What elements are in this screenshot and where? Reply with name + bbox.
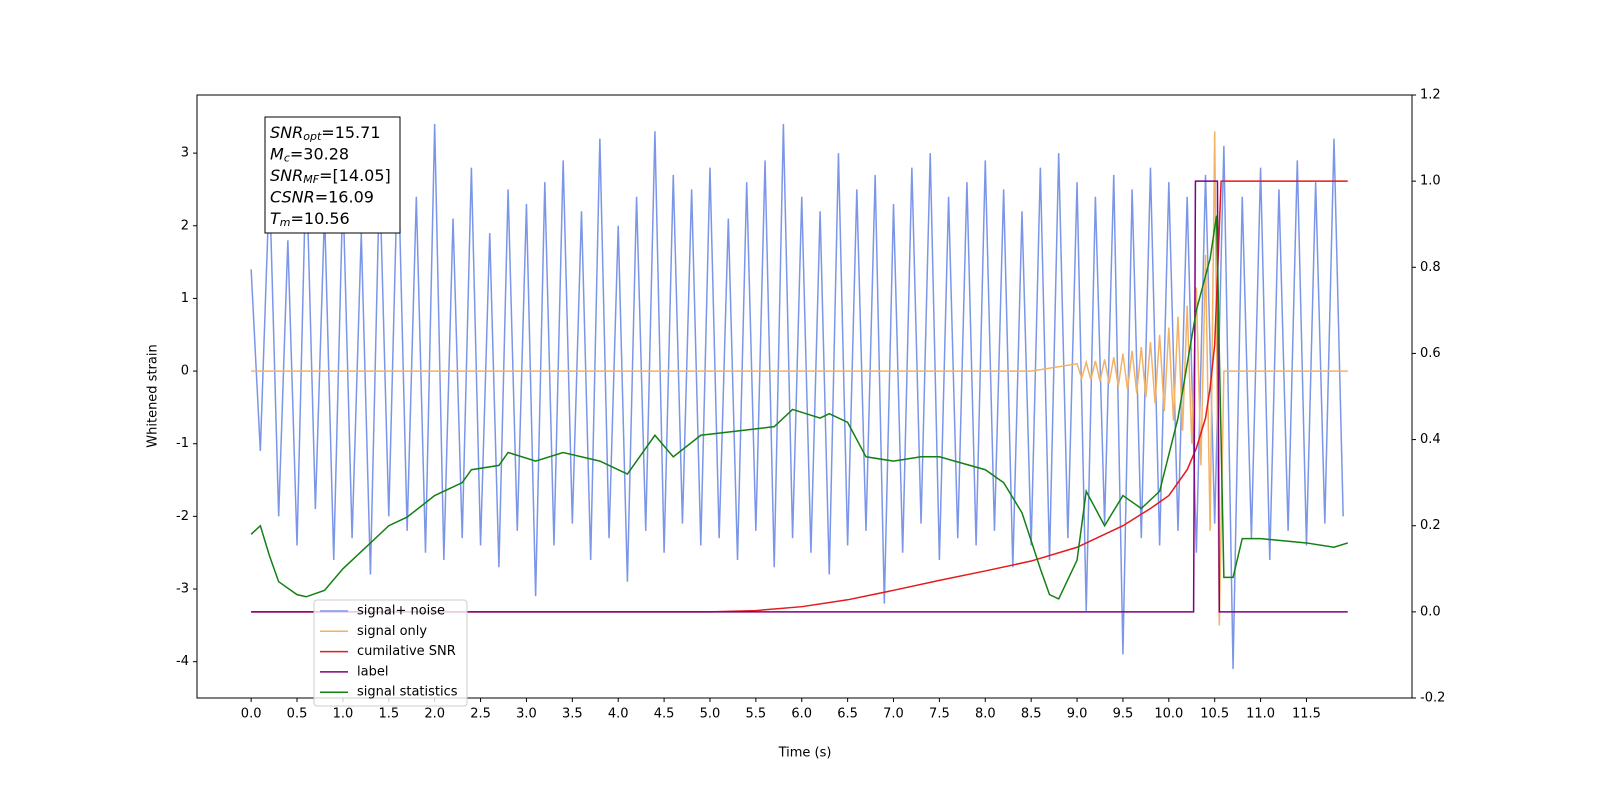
annotation-sub: opt	[303, 130, 322, 143]
x-axis-label: Time (s)	[778, 746, 832, 761]
y-tick-label: 2	[181, 218, 189, 233]
x-tick-label: 9.0	[1067, 707, 1088, 722]
y2-tick-label: 0.4	[1420, 432, 1441, 447]
y2-tick-label: 0.2	[1420, 518, 1441, 533]
y-tick-label: -1	[176, 436, 189, 451]
x-tick-label: 3.5	[562, 707, 583, 722]
annotation-text: =16.09	[315, 187, 374, 206]
x-tick-label: 4.5	[654, 707, 675, 722]
x-tick-label: 4.0	[608, 707, 629, 722]
legend: signal+ noise signal only cumilative SNR la…	[313, 599, 468, 707]
annotation-sub: MF	[303, 173, 319, 186]
annotation-symbol: T	[270, 209, 281, 228]
legend-label: cumilative SNR	[357, 644, 456, 659]
series-line	[250, 215, 1348, 600]
series-line	[250, 124, 1344, 669]
annotation-symbol: SNR	[270, 123, 303, 142]
legend-frame	[313, 599, 468, 707]
annotation-symbol: M	[270, 144, 284, 163]
y2-tick-label: 1.2	[1420, 88, 1441, 103]
x-tick-label: 2.5	[470, 707, 491, 722]
y-tick-label: -2	[176, 509, 189, 524]
x-tick-label: 5.5	[746, 707, 767, 722]
x-tick-label: 1.5	[378, 707, 399, 722]
x-tick-label: 6.0	[791, 707, 812, 722]
y-axis-label: Whitened strain	[146, 344, 161, 447]
x-tick-label: 6.5	[837, 707, 858, 722]
plot-frame	[196, 94, 1413, 699]
annotation: Tm=10.56	[270, 209, 350, 230]
y-tick-label: -4	[176, 654, 189, 669]
y2-tick-label: 0.0	[1420, 604, 1441, 619]
annotation: SNRopt=15.71	[270, 123, 381, 144]
y-tick-label: 1	[181, 291, 189, 306]
x-tick-label: 2.0	[424, 707, 445, 722]
x-tick-label: 5.0	[700, 707, 721, 722]
annotation: Mc=30.28	[270, 144, 349, 165]
y2-tick-label: 0.8	[1420, 260, 1441, 275]
annotation: SNRMF=[14.05]	[270, 166, 391, 187]
y-tick-label: 3	[181, 146, 189, 161]
annotation-text: =10.56	[291, 209, 350, 228]
annotation: CSNR=16.09	[270, 187, 374, 206]
annotation-symbol: SNR	[270, 166, 303, 185]
legend-label: signal only	[357, 624, 427, 639]
legend-label: signal+ noise	[357, 604, 445, 619]
x-tick-label: 8.0	[975, 707, 996, 722]
annotation-text: =[14.05]	[319, 166, 391, 185]
x-tick-label: 11.5	[1292, 707, 1321, 722]
series-line	[251, 180, 1348, 613]
annotation-box: SNRopt=15.71Mc=30.28SNRMF=[14.05]CSNR=16…	[264, 116, 401, 234]
y2-tick-label: -0.2	[1420, 691, 1445, 706]
series-line	[251, 180, 1348, 613]
legend-label: signal statistics	[357, 685, 458, 700]
y2-tick-label: 1.0	[1420, 174, 1441, 189]
annotation-sub: m	[280, 216, 291, 229]
annotation-text: =30.28	[290, 144, 349, 163]
x-tick-label: 9.5	[1113, 707, 1134, 722]
x-tick-label: 10.0	[1154, 707, 1183, 722]
annotation-frame	[264, 116, 401, 234]
x-tick-label: 7.0	[883, 707, 904, 722]
x-tick-label: 10.5	[1200, 707, 1229, 722]
y2-tick-label: 0.6	[1420, 346, 1441, 361]
x-tick-label: 0.5	[287, 707, 308, 722]
legend-label: label	[357, 664, 388, 679]
annotation-symbol: CSNR	[270, 187, 315, 206]
annotation-sub: c	[284, 152, 290, 165]
x-tick-label: 3.0	[516, 707, 537, 722]
x-tick-label: 11.0	[1246, 707, 1275, 722]
annotation-text: =15.71	[321, 123, 380, 142]
x-tick-label: 7.5	[929, 707, 950, 722]
x-tick-label: 8.5	[1021, 707, 1042, 722]
y-tick-label: 0	[181, 364, 189, 379]
x-tick-label: 0.0	[241, 707, 262, 722]
x-tick-label: 1.0	[333, 707, 354, 722]
y-tick-label: -3	[176, 582, 189, 597]
